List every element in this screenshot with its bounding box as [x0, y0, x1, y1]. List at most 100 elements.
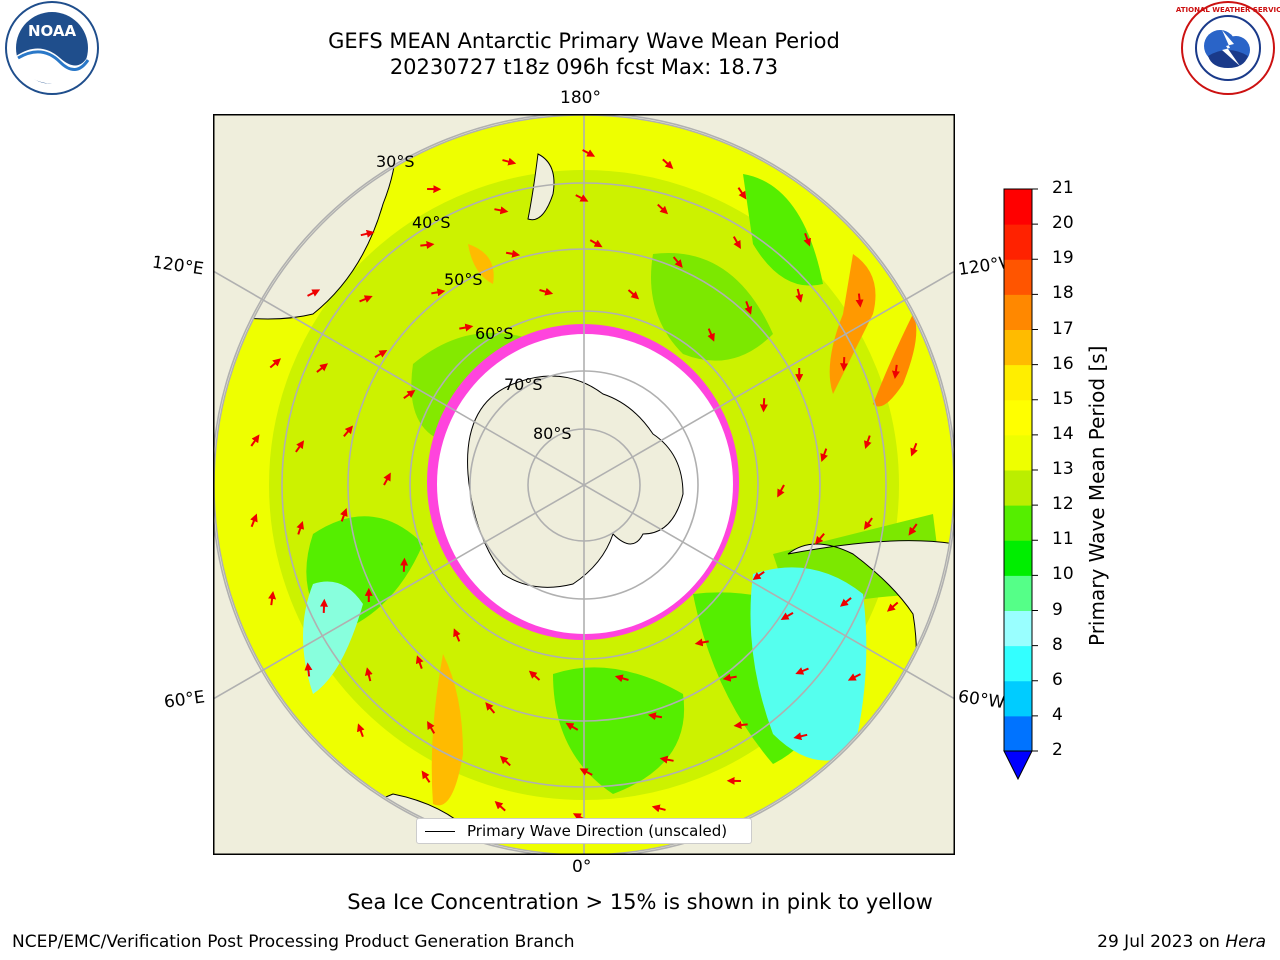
wave-direction-arrow	[431, 288, 446, 297]
wave-period-map	[211, 112, 957, 858]
nws-logo: NATIONAL WEATHER SERVICE	[1170, 0, 1280, 100]
wave-direction-arrow	[647, 712, 663, 721]
antarctica	[467, 375, 684, 588]
wave-direction-arrow	[268, 591, 277, 606]
wave-direction-arrow	[494, 206, 509, 215]
colorbar-tick-label: 14	[1052, 423, 1074, 444]
wave-direction-arrow	[820, 448, 828, 462]
wave-direction-arrow	[316, 363, 329, 373]
colorbar-tick-label: 16	[1052, 353, 1074, 374]
orange-swell-1	[829, 254, 876, 394]
wave-direction-arrow	[505, 249, 521, 258]
wave-direction-arrow	[733, 721, 748, 730]
colorbar-bin-19-20	[1004, 224, 1032, 260]
sea-ice-note: Sea Ice Concentration > 15% is shown in …	[347, 890, 933, 914]
lat-label-50s: 50°S	[444, 270, 483, 289]
wave-direction-arrow	[814, 533, 825, 545]
colorbar-tick-label: 13	[1052, 459, 1074, 479]
footer-org: NCEP/EMC/Verification Post Processing Pr…	[12, 932, 575, 952]
colorbar-bin-4-6	[1004, 680, 1032, 717]
wave-direction-arrow	[360, 229, 375, 238]
wave-direction-arrow	[575, 194, 589, 202]
wave-direction-arrow	[383, 472, 391, 486]
wave-direction-arrow	[374, 350, 388, 359]
colorbar-bin-14-15	[1004, 399, 1032, 436]
wave-direction-arrow	[589, 239, 603, 248]
wave-direction-arrow	[672, 256, 683, 268]
wave-direction-arrow	[777, 484, 785, 498]
colorbar-tick-label: 11	[1052, 529, 1074, 550]
green-swell-3	[553, 667, 685, 794]
wave-direction-arrow	[732, 236, 741, 249]
wave-direction-arrow	[908, 523, 918, 536]
map-border	[213, 114, 955, 855]
nws-logo-text: NATIONAL WEATHER SERVICE	[1176, 6, 1280, 14]
map-frame	[211, 112, 957, 858]
lat-label-80s: 80°S	[533, 424, 572, 443]
wave-direction-arrow	[453, 628, 461, 642]
colorbar-bin-11-12	[1004, 505, 1032, 541]
colorbar-tick-label: 6	[1052, 669, 1063, 690]
lat-label-30s: 30°S	[376, 152, 415, 171]
wave-direction-arrow	[910, 442, 918, 457]
footer-date-text: 29 Jul 2023 on	[1097, 932, 1226, 952]
lon-label-120e: 120°E	[150, 252, 205, 280]
wave-direction-arrow	[296, 520, 305, 535]
wave-direction-arrow	[400, 557, 409, 572]
wave-direction-arrow	[307, 289, 321, 297]
wave-direction-arrow	[752, 570, 765, 581]
wave-direction-arrow	[502, 157, 517, 166]
legend-line-swatch	[425, 831, 455, 832]
wave-direction-arrow	[359, 295, 373, 303]
wave-direction-arrow	[539, 287, 554, 296]
wave-direction-arrow	[722, 673, 737, 682]
wave-direction-arrow	[855, 293, 864, 308]
wave-direction-arrow	[579, 768, 593, 776]
colorbar-tick-label: 17	[1052, 318, 1074, 339]
wave-direction-arrow	[662, 158, 674, 169]
wave-direction-arrow	[803, 232, 811, 247]
wave-direction-arrow	[415, 655, 424, 669]
wave-direction-arrow	[614, 674, 629, 683]
noaa-logo-text: NOAA	[28, 22, 77, 40]
wave-direction-arrow	[863, 435, 872, 450]
orange-swell-2	[873, 314, 917, 407]
wave-direction-arrow	[250, 513, 258, 528]
wave-direction-arrow	[499, 755, 511, 767]
wave-direction-arrow	[651, 804, 666, 813]
chart-subtitle: 20230727 t18z 096h fcst Max: 18.73	[389, 55, 779, 79]
meridian-60e-120w	[212, 270, 956, 700]
colorbar-tick-label: 4	[1052, 704, 1063, 725]
wave-direction-arrow	[886, 601, 899, 612]
lon-label-0: 0°	[572, 857, 592, 877]
wave-direction-arrow	[427, 721, 436, 734]
green-swell-5	[651, 253, 773, 361]
wave-direction-arrow	[420, 240, 435, 249]
colorbar-tick-label: 9	[1052, 599, 1063, 620]
cyan-region-indian	[303, 581, 363, 694]
noaa-logo: NOAA	[0, 0, 104, 100]
colorbar-bin-18-19	[1004, 259, 1032, 295]
colorbar-tick-label: 15	[1052, 388, 1074, 409]
colorbar-tick-label: 10	[1052, 564, 1074, 585]
wave-direction-arrow	[795, 667, 809, 675]
colorbar-bin-16-17	[1004, 329, 1032, 366]
colorbar-bin-13-14	[1004, 434, 1032, 471]
wave-direction-arrow	[780, 611, 794, 620]
chart-title: GEFS MEAN Antarctic Primary Wave Mean Pe…	[328, 29, 840, 53]
footer-host: Hera	[1225, 932, 1266, 952]
wave-direction-arrow	[250, 434, 260, 447]
wave-direction-arrow	[759, 398, 768, 413]
wave-direction-arrow	[737, 187, 747, 200]
wave-direction-arrow	[847, 673, 861, 681]
wave-direction-arrow	[627, 289, 640, 300]
wave-direction-arrow	[340, 508, 348, 522]
green-swell-6	[743, 174, 823, 286]
colorbar-scale	[1003, 188, 1038, 781]
wave-direction-arrow	[863, 517, 873, 530]
wave-direction-arrow	[364, 667, 373, 682]
footer-date: 29 Jul 2023 on Hera	[1097, 932, 1266, 952]
colorbar	[998, 184, 1058, 788]
wave-direction-arrow	[528, 670, 541, 681]
lat-label-70s: 70°S	[504, 375, 543, 394]
